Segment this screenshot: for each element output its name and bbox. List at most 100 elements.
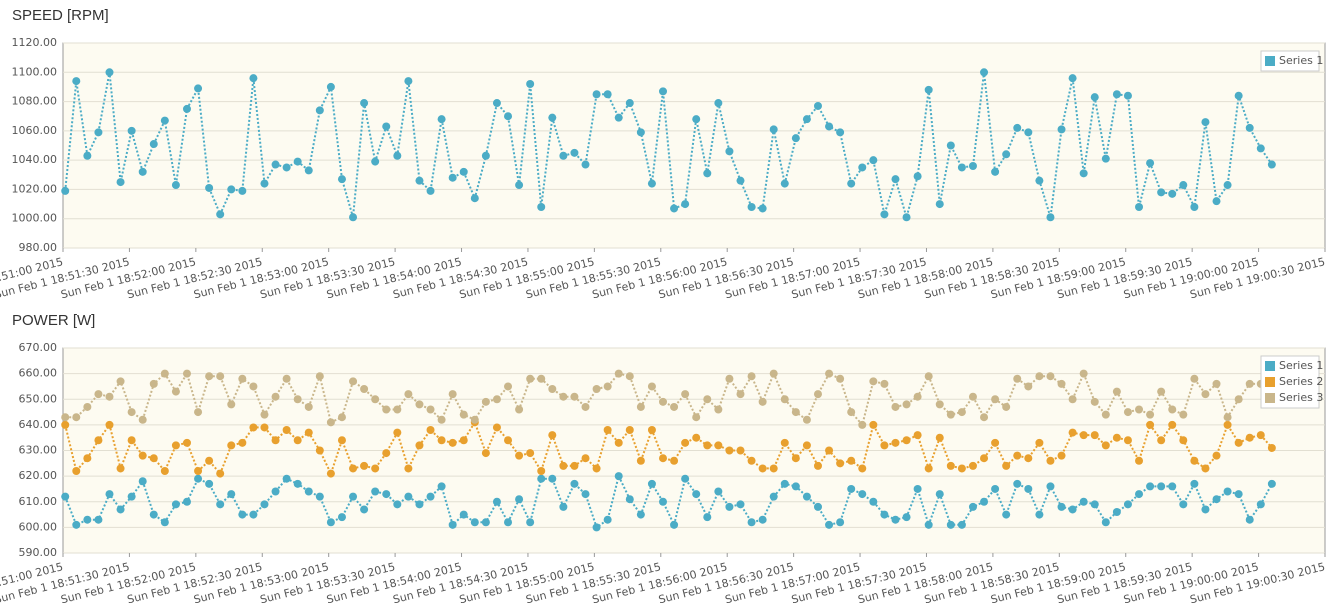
data-point (836, 374, 845, 383)
data-point (1046, 372, 1055, 381)
data-point (448, 438, 457, 447)
data-point (393, 151, 402, 160)
y-tick-label: 980.00 (19, 241, 58, 254)
data-point (105, 68, 114, 77)
data-point (1112, 387, 1121, 396)
data-point (1245, 123, 1254, 132)
data-point (459, 410, 468, 419)
data-point (326, 82, 335, 91)
y-tick-label: 590.00 (19, 546, 58, 559)
data-point (1024, 382, 1033, 391)
data-point (227, 490, 236, 499)
y-tick-label: 610.00 (19, 495, 58, 508)
data-point (337, 175, 346, 184)
data-point (349, 492, 358, 501)
data-point (1256, 500, 1265, 509)
data-point (647, 479, 656, 488)
data-point (592, 523, 601, 532)
data-point (813, 390, 822, 399)
data-point (802, 415, 811, 424)
data-point (1002, 150, 1011, 159)
series-line (64, 420, 1273, 477)
data-point (426, 405, 435, 414)
legend-label: Series 3 (1279, 391, 1323, 404)
legend-swatch (1265, 377, 1275, 387)
data-point (825, 520, 834, 529)
data-point (1234, 490, 1243, 499)
data-point (559, 151, 568, 160)
data-point (459, 510, 468, 519)
data-point (404, 390, 413, 399)
data-point (337, 436, 346, 445)
data-point (360, 461, 369, 470)
data-point (526, 449, 535, 458)
data-point (315, 446, 324, 455)
data-point (238, 186, 247, 195)
data-point (1212, 495, 1221, 504)
data-point (72, 77, 81, 86)
data-point (1057, 502, 1066, 511)
data-point (382, 405, 391, 414)
data-point (957, 408, 966, 417)
data-point (293, 436, 302, 445)
y-tick-label: 1100.00 (12, 65, 58, 78)
data-point (847, 456, 856, 465)
data-point (116, 377, 125, 386)
data-point (1223, 487, 1232, 496)
data-point (1267, 479, 1276, 488)
data-point (249, 74, 258, 83)
data-point (758, 397, 767, 406)
data-point (625, 99, 634, 108)
data-point (670, 520, 679, 529)
data-point (1068, 428, 1077, 437)
data-point (935, 200, 944, 209)
data-point (813, 101, 822, 110)
y-tick-label: 640.00 (19, 418, 58, 431)
y-tick-label: 1020.00 (12, 182, 58, 195)
data-point (260, 423, 269, 432)
data-point (1201, 390, 1210, 399)
data-point (670, 204, 679, 213)
data-point (227, 441, 236, 450)
data-point (437, 415, 446, 424)
data-point (1157, 188, 1166, 197)
y-tick-label: 670.00 (19, 341, 58, 354)
data-point (1123, 91, 1132, 100)
data-point (570, 392, 579, 401)
data-point (670, 456, 679, 465)
data-point (913, 484, 922, 493)
data-point (149, 140, 158, 149)
data-point (1179, 181, 1188, 190)
data-point (559, 392, 568, 401)
data-point (382, 490, 391, 499)
data-point (205, 372, 214, 381)
data-point (946, 461, 955, 470)
data-point (692, 490, 701, 499)
data-point (1057, 379, 1066, 388)
data-point (736, 390, 745, 399)
data-point (991, 438, 1000, 447)
data-point (791, 454, 800, 463)
data-point (127, 408, 136, 417)
data-point (1090, 93, 1099, 102)
data-point (1179, 410, 1188, 419)
data-point (1035, 176, 1044, 185)
data-point (769, 492, 778, 501)
data-point (968, 502, 977, 511)
data-point (1013, 479, 1022, 488)
data-point (1068, 505, 1077, 514)
data-point (647, 382, 656, 391)
data-point (304, 487, 313, 496)
data-point (481, 397, 490, 406)
data-point (935, 433, 944, 442)
data-point (382, 122, 391, 131)
data-point (946, 520, 955, 529)
data-point (315, 106, 324, 115)
data-point (1223, 181, 1232, 190)
data-point (83, 454, 92, 463)
data-point (548, 385, 557, 393)
data-point (980, 68, 989, 77)
data-point (537, 474, 546, 483)
data-point (1135, 203, 1144, 211)
